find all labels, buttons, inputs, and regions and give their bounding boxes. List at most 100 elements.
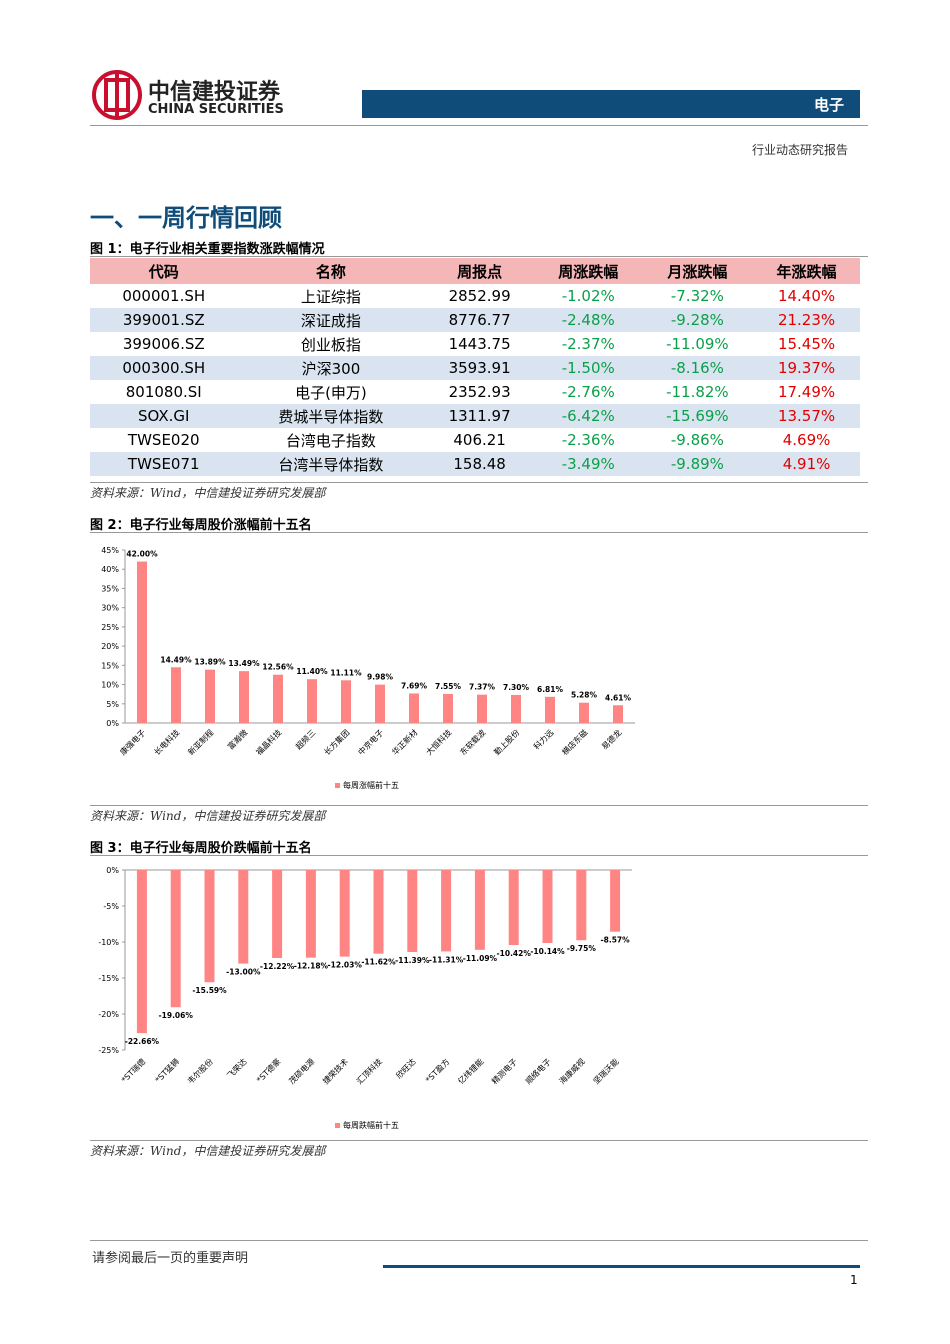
table-cell: 17.49% [777, 383, 836, 401]
table-cell: 399006.SZ [122, 335, 205, 353]
x-tick-label: 长方集团 [322, 727, 352, 757]
table-cell: 台湾电子指数 [285, 431, 376, 450]
bar [610, 870, 621, 932]
chart: -25%-20%-15%-10%-5%0%*ST瑞德 *ST猛狮 韦尔股份 飞荣达 *S… [98, 866, 632, 1130]
x-tick-label: *ST盈方 [423, 1056, 451, 1084]
bar [272, 870, 283, 958]
legend-swatch [335, 1123, 340, 1128]
table-cell: 4.69% [782, 431, 831, 449]
data-label: -10.14% [530, 947, 565, 956]
header-bar [362, 90, 860, 118]
table-cell: 19.37% [753, 356, 860, 380]
x-tick-label: 科力远 [531, 727, 555, 751]
table-cell: 4.91% [753, 452, 860, 476]
table-cell: 406.21 [453, 431, 506, 449]
report-type: 行业动态研究报告 [752, 143, 849, 157]
x-tick-label: *ST猛狮 [153, 1056, 181, 1084]
table-cell: 8776.77 [424, 308, 535, 332]
data-label: -9.75% [567, 944, 597, 953]
source-note: 资料来源：Wind，中信建投证券研究发展部 [90, 809, 326, 823]
chart: 0% 5% 10% 15% 20% 25% 30% 35% 40% 45% 康强电子 长电科技 新亚制程… [101, 546, 635, 790]
bar [204, 870, 215, 983]
x-tick-label: 新亚制程 [186, 727, 216, 757]
table-row: 801080.SI 电子(申万) 2352.93 -2.76% -11.82% 17.49… [90, 380, 860, 404]
y-tick-label: -10% [98, 938, 119, 947]
data-label: 4.61% [605, 693, 632, 702]
table-row: 399001.SZ 深证成指 8776.77 -2.48% -9.28% 21.23% [90, 308, 860, 332]
bar [477, 694, 487, 723]
data-label: 12.56% [262, 663, 294, 672]
data-label: 7.30% [503, 683, 530, 692]
x-tick-label: 捷荣技术 [320, 1056, 350, 1086]
bar [542, 870, 553, 944]
table-cell: -8.16% [641, 356, 754, 380]
x-tick-label: 飞荣达 [225, 1056, 249, 1080]
column-header: 年涨跌幅 [753, 258, 860, 284]
data-label: -12.22% [260, 962, 295, 971]
x-tick-label: 勤上股份 [492, 727, 522, 757]
data-label: -13.00% [226, 968, 261, 977]
x-tick-label: 中京电子 [356, 727, 386, 757]
table-row: 399006.SZ 创业板指 1443.75 -2.37% -11.09% 15.45% [90, 332, 860, 356]
data-label: -11.31% [429, 955, 464, 964]
table-cell: -1.02% [561, 287, 615, 305]
bar [375, 684, 385, 723]
data-label: 13.89% [194, 658, 226, 667]
legend-label: 每周涨幅前十五 [343, 780, 399, 790]
table-cell: 1443.75 [448, 335, 511, 353]
data-label: -22.66% [125, 1037, 160, 1046]
table-cell: -11.82% [666, 383, 729, 401]
x-tick-label: *ST瑞德 [119, 1056, 147, 1084]
data-label: 5.28% [571, 691, 598, 700]
bar [305, 870, 316, 958]
bar [409, 693, 419, 723]
x-tick-label: 精测电子 [489, 1056, 519, 1086]
figure-title: 图 3：电子行业每周股价跌幅前十五名 [90, 841, 312, 856]
y-tick-label: -5% [103, 902, 119, 911]
bar [441, 870, 452, 952]
x-tick-label: 汇顶科技 [354, 1056, 384, 1086]
data-label: 11.40% [296, 667, 328, 676]
data-label: -11.09% [463, 954, 498, 963]
table-cell: -2.37% [561, 335, 615, 353]
data-label: 11.11% [330, 668, 362, 677]
table-cell: -15.69% [641, 404, 754, 428]
data-label: 9.98% [367, 673, 394, 682]
table-cell: TWSE071 [90, 452, 238, 476]
bar [273, 674, 283, 723]
legend-label: 每周跌幅前十五 [343, 1120, 399, 1130]
x-tick-label: 福晶科技 [254, 727, 284, 757]
x-tick-label: 东软载波 [458, 727, 488, 757]
data-label: 7.69% [401, 681, 428, 690]
table-row: 000001.SH 上证综指 2852.99 -1.02% -7.32% 14.40% [90, 284, 860, 308]
bar [238, 870, 249, 964]
table-cell: -3.49% [534, 452, 642, 476]
table-cell: -9.89% [641, 452, 754, 476]
section-title: 一、一周行情回顾 [90, 204, 282, 232]
y-tick-label: 5% [106, 700, 119, 709]
column-header: 周涨跌幅 [534, 258, 642, 284]
bar [373, 870, 384, 954]
table-cell: 13.57% [753, 404, 860, 428]
x-tick-label: 坚瑞沃能 [591, 1056, 621, 1086]
x-tick-label: 华正新材 [390, 727, 420, 757]
source-note: 资料来源：Wind，中信建投证券研究发展部 [90, 486, 326, 500]
data-label: 14.49% [160, 655, 192, 664]
bar [137, 561, 147, 723]
bar [613, 705, 623, 723]
table-row: SOX.GI 费城半导体指数 1311.97 -6.42% -15.69% 13.57% [90, 404, 860, 428]
table-cell: -1.50% [534, 356, 642, 380]
x-tick-label: 易德龙 [599, 727, 623, 751]
bar [171, 667, 181, 723]
x-tick-label: 富瀚微 [225, 727, 249, 751]
column-header: 名称 [237, 258, 425, 284]
data-label: 13.49% [228, 659, 260, 668]
bar [511, 694, 521, 723]
column-header: 代码 [90, 258, 238, 284]
y-tick-label: 35% [101, 584, 119, 593]
disclaimer: 请参阅最后一页的重要声明 [92, 1251, 249, 1266]
table-cell: 14.40% [777, 287, 836, 305]
table-cell: 000001.SH [122, 287, 206, 305]
table-cell: 3593.91 [424, 356, 535, 380]
